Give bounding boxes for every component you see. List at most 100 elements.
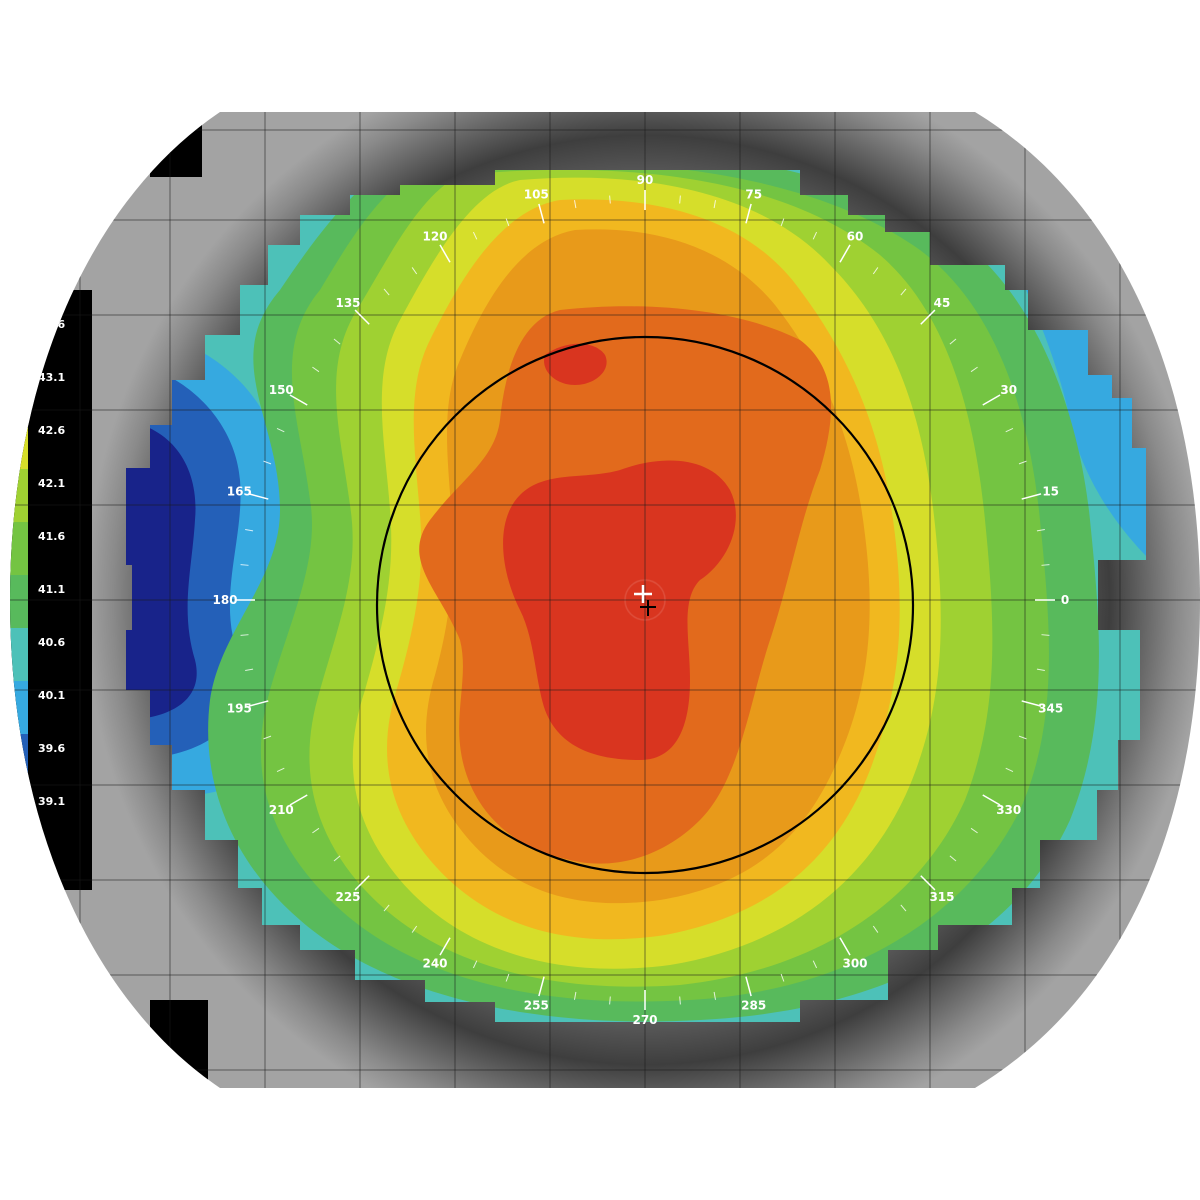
angle-minor-tick [1018, 735, 1027, 740]
angle-label: 90 [637, 173, 654, 187]
angle-tick [745, 203, 752, 224]
angle-minor-tick [240, 564, 249, 566]
angle-minor-tick [949, 338, 957, 345]
angle-minor-tick [574, 991, 577, 1000]
angle-minor-tick [505, 218, 510, 227]
angle-tick [1021, 493, 1042, 500]
angle-label: 135 [335, 296, 360, 310]
angle-minor-tick [1041, 634, 1050, 636]
angle-minor-tick [312, 827, 320, 834]
angle-label: 0 [1061, 593, 1069, 607]
angle-label: 330 [996, 803, 1021, 817]
angle-label: 345 [1038, 702, 1063, 716]
angle-minor-tick [970, 827, 978, 834]
angle-tick [354, 875, 370, 891]
angle-minor-tick [713, 991, 716, 1000]
angle-minor-tick [411, 925, 418, 933]
angle-label: 165 [227, 484, 252, 498]
angle-tick [1021, 700, 1042, 707]
angle-minor-tick [411, 267, 418, 275]
angle-minor-tick [574, 200, 577, 209]
scale-label: 39.6 [38, 742, 65, 755]
angle-minor-tick [872, 925, 879, 933]
angle-label: 210 [269, 803, 294, 817]
angle-minor-tick [679, 996, 681, 1005]
scale-swatch [10, 734, 28, 787]
angle-label: 315 [929, 890, 954, 904]
angle-label: 270 [632, 1013, 657, 1027]
scale-swatch [10, 416, 28, 469]
plus-marker [634, 585, 652, 603]
angle-minor-tick [780, 973, 785, 982]
angle-minor-tick [276, 767, 285, 773]
grid [10, 112, 1200, 1088]
angle-label: 60 [847, 229, 864, 243]
angle-minor-tick [1005, 767, 1014, 773]
angle-label: 255 [524, 999, 549, 1013]
angle-minor-tick [333, 338, 341, 345]
angle-minor-tick [383, 904, 390, 912]
angle-tick [839, 937, 851, 956]
angle-minor-tick [900, 288, 907, 296]
angle-label: 105 [524, 187, 549, 201]
scale-swatch [10, 363, 28, 416]
angle-minor-tick [609, 996, 611, 1005]
angle-label: 150 [269, 383, 294, 397]
angle-minor-tick [505, 973, 510, 982]
angle-minor-tick [780, 218, 785, 227]
corner-block-bottom [150, 1000, 208, 1088]
angle-minor-tick [900, 904, 907, 912]
scale-label: 40.1 [38, 689, 65, 702]
angle-label: 180 [212, 593, 237, 607]
scale-label: 42.6 [38, 424, 65, 437]
angle-label: 75 [745, 187, 762, 201]
angle-tick [839, 244, 851, 263]
angle-label: 30 [1000, 383, 1017, 397]
angle-label: 300 [842, 957, 867, 971]
scale-label: 43.6 [38, 318, 65, 331]
angle-minor-tick [245, 668, 254, 671]
angle-label: 195 [227, 702, 252, 716]
angle-tick [439, 244, 451, 263]
angle-tick [982, 394, 1001, 406]
scale-label: 40.6 [38, 636, 65, 649]
angle-minor-tick [472, 960, 478, 969]
angle-tick [439, 937, 451, 956]
angle-tick [354, 309, 370, 325]
angle-tick [248, 493, 269, 500]
angle-minor-tick [812, 231, 818, 240]
angle-tick [982, 794, 1001, 806]
angle-label: 225 [335, 890, 360, 904]
angle-minor-tick [713, 200, 716, 209]
angle-tick [920, 309, 936, 325]
angle-labels: 0 15 30 45 60 75 90 105 120 135 150 165 180 195 210 225… [212, 173, 1069, 1027]
angle-tick [538, 203, 545, 224]
scale-swatch [10, 628, 28, 681]
angle-label: 240 [422, 957, 447, 971]
corner-block-top [150, 112, 202, 177]
angle-minor-tick [1036, 668, 1045, 671]
angle-tick [745, 976, 752, 997]
angle-label: 285 [741, 999, 766, 1013]
scale-label: 42.1 [38, 477, 65, 490]
angle-tick [289, 794, 308, 806]
angle-minor-tick [1041, 564, 1050, 566]
angle-tick [289, 394, 308, 406]
scale-label: 41.1 [38, 583, 65, 596]
angle-label: 15 [1042, 484, 1059, 498]
angle-minor-tick [240, 634, 249, 636]
angle-minor-tick [679, 195, 681, 204]
angle-minor-tick [812, 960, 818, 969]
angle-label: 45 [934, 296, 951, 310]
scale-swatch [10, 522, 28, 575]
scale-label: 41.6 [38, 530, 65, 543]
angle-minor-tick [872, 267, 879, 275]
scale-swatch [10, 310, 28, 363]
scale-label: 43.1 [38, 371, 65, 384]
scale-swatch [10, 787, 28, 840]
angle-minor-tick [312, 366, 320, 373]
angle-tick [920, 875, 936, 891]
angle-minor-tick [609, 195, 611, 204]
